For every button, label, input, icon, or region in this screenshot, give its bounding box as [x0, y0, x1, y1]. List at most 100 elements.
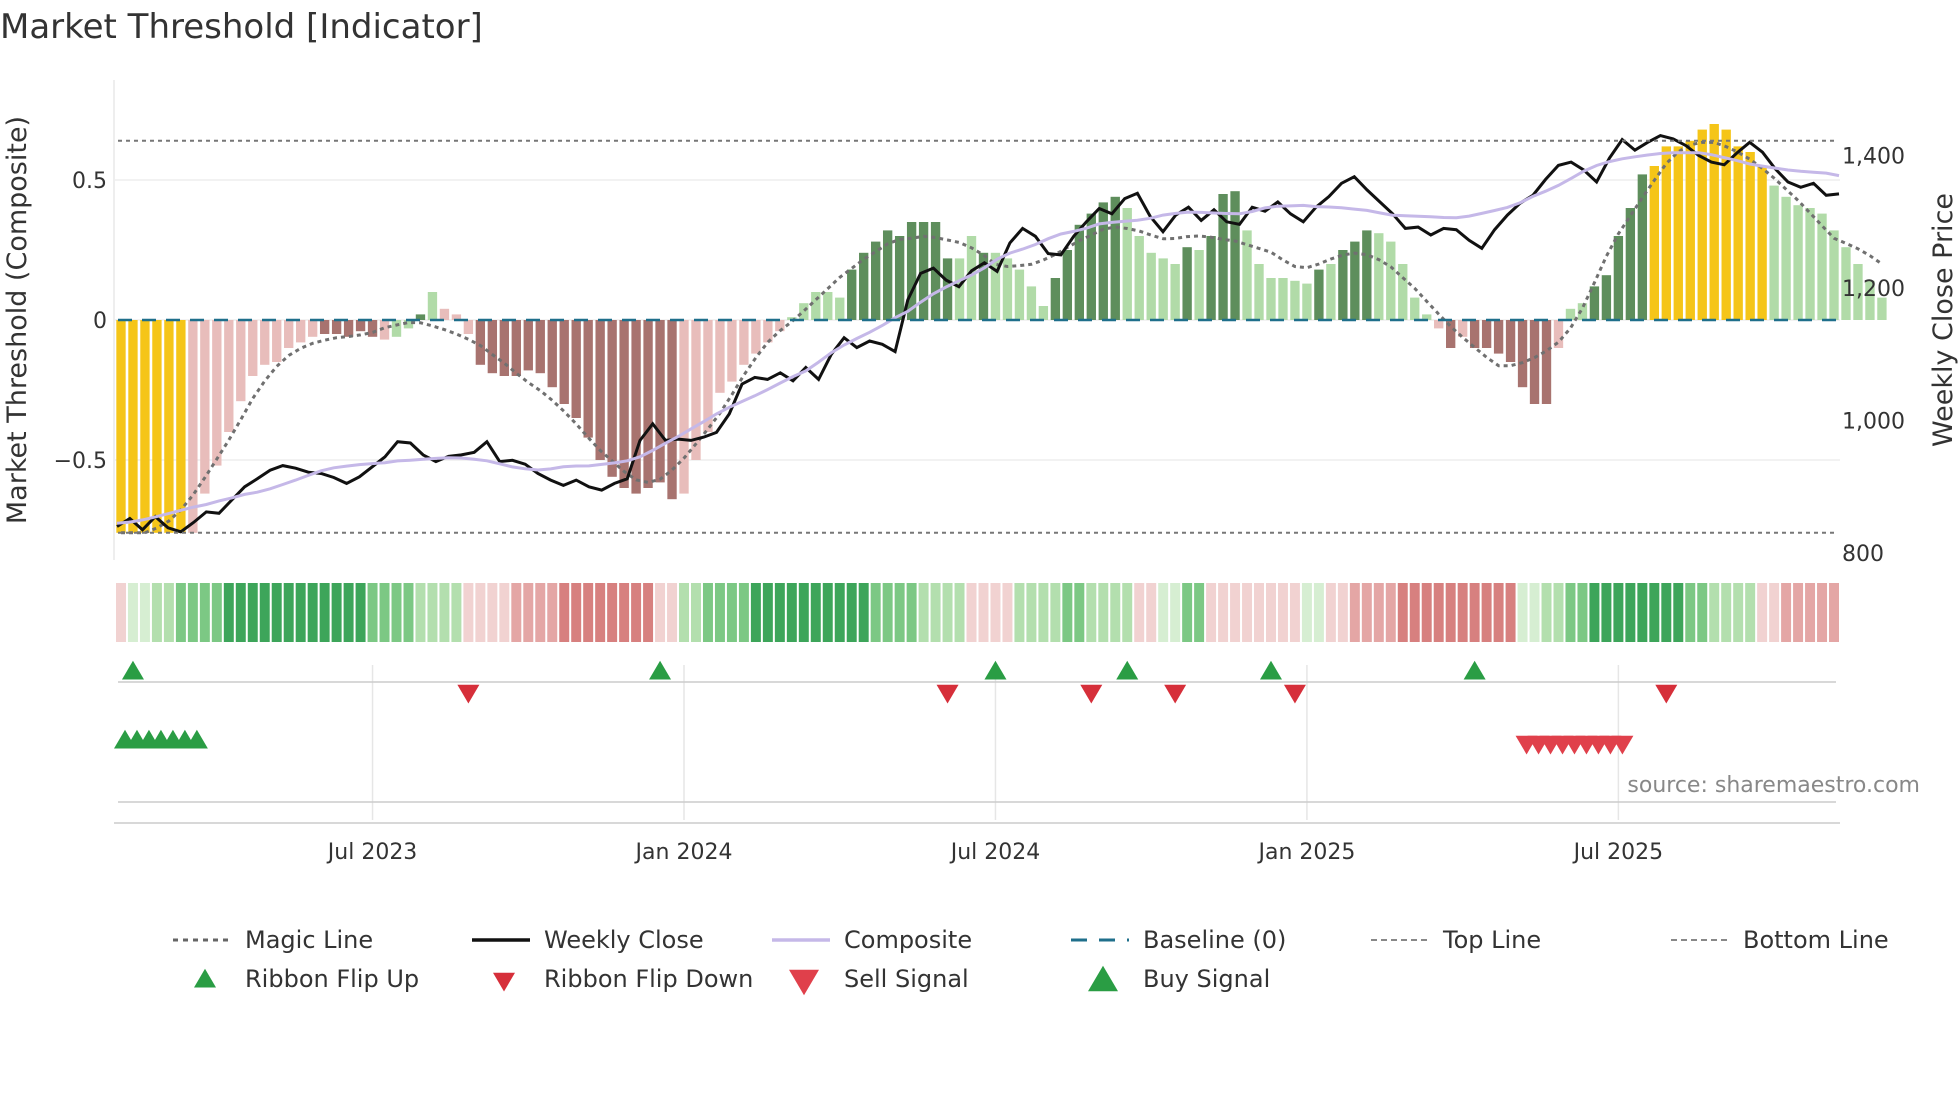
composite-bar [475, 320, 486, 365]
composite-bar [176, 320, 186, 533]
ribbon-cell [990, 583, 1001, 642]
ribbon-cell [1361, 583, 1372, 642]
composite-bar [1362, 230, 1372, 320]
ribbon-cell [1601, 583, 1612, 642]
composite-bar [487, 320, 498, 374]
ribbon-cell [1481, 583, 1492, 642]
legend-item: Ribbon Flip Up [194, 965, 419, 993]
composite-bar [1170, 264, 1180, 320]
composite-bar [547, 320, 557, 388]
composite-bar [1110, 196, 1120, 320]
ribbon-cell [1781, 583, 1792, 642]
composite-bar [763, 320, 773, 343]
ribbon-cell [235, 583, 246, 642]
legend: Magic Line Weekly Close Composite Baseline … [173, 926, 1889, 996]
composite-bar [511, 320, 521, 376]
ribbon-cell [1026, 583, 1037, 642]
composite-bar [1697, 129, 1707, 320]
ribbon-cell [1134, 583, 1145, 642]
composite-bar [164, 320, 174, 533]
right-axis-label: Weekly Close Price [1928, 193, 1959, 447]
right-tick-label: 800 [1842, 542, 1884, 567]
legend-label: Buy Signal [1143, 965, 1270, 993]
composite-bar [1446, 320, 1456, 348]
legend-label: Ribbon Flip Up [245, 965, 419, 993]
composite-bar [1829, 230, 1839, 320]
ribbon-cell [379, 583, 390, 642]
composite-bar [1266, 278, 1276, 320]
ribbon-cell [1769, 583, 1780, 642]
legend-label: Ribbon Flip Down [544, 965, 753, 993]
ribbon-cell [1266, 583, 1276, 642]
ribbon-cell [307, 583, 318, 642]
composite-bar [343, 320, 354, 337]
ribbon-flip-down-marker [457, 684, 480, 704]
composite-bar [1314, 269, 1324, 320]
ribbon-flip-up-marker [984, 660, 1007, 680]
ribbon-strip [116, 583, 1839, 642]
ribbon-cell [187, 583, 198, 642]
composite-bar [1422, 314, 1432, 320]
legend-item: Top Line [1371, 926, 1541, 954]
ribbon-cell [451, 583, 462, 642]
composite-bar [715, 320, 725, 393]
ribbon-cell [331, 583, 342, 642]
composite-bar [882, 230, 893, 320]
composite-bar [990, 252, 1001, 320]
legend-label: Composite [844, 926, 972, 954]
ribbon-cell [1445, 583, 1456, 642]
composite-bar [1194, 250, 1204, 320]
composite-bar [1350, 241, 1360, 320]
magic-line [121, 140, 1883, 535]
legend-label: Weekly Close [544, 926, 704, 954]
ribbon-cell [163, 583, 174, 642]
ribbon-cell [1661, 583, 1672, 642]
ribbon-cell [619, 583, 630, 642]
composite-bar [1398, 264, 1408, 320]
composite-bar [942, 258, 953, 320]
ribbon-flip-up-marker [121, 660, 144, 680]
composite-bar [403, 320, 414, 329]
chart-title: Market Threshold [Indicator] [0, 7, 483, 47]
composite-bar [188, 320, 198, 533]
ribbon-cell [535, 583, 546, 642]
ribbon-cell [463, 583, 474, 642]
composite-bar [296, 320, 306, 343]
x-tick-labels: Jul 2023 Jan 2024 Jul 2024 Jan 2025 Jul 2025 [326, 840, 1663, 865]
signal-markers [114, 729, 1634, 755]
ribbon-cell [1385, 583, 1396, 642]
composite-bar [655, 320, 665, 483]
composite-bar [679, 320, 689, 494]
ribbon-cell [1194, 583, 1205, 642]
composite-bar [1757, 166, 1767, 320]
ribbon-cell [834, 583, 845, 642]
composite-bar [1218, 194, 1228, 320]
ribbon-cell [702, 583, 713, 642]
ribbon-cell [1230, 583, 1241, 642]
ribbon-cell [1146, 583, 1157, 642]
ribbon-cell [846, 583, 857, 642]
composite-bar [1434, 320, 1444, 329]
composite-bar [739, 320, 749, 365]
source-credit: source: sharemaestro.com [1627, 773, 1920, 798]
composite-bar [1625, 208, 1636, 320]
composite-bar [116, 320, 126, 533]
legend-label: Magic Line [245, 926, 373, 954]
x-tick-label: Jul 2023 [326, 840, 418, 865]
ribbon-cell [1793, 583, 1804, 642]
composite-bar [859, 252, 869, 320]
composite-bar [1505, 320, 1516, 362]
composite-bar [607, 320, 617, 477]
composite-bar [703, 320, 713, 432]
ribbon-cell [774, 583, 785, 642]
ribbon-cell [367, 583, 378, 642]
composite-bar [1541, 320, 1552, 404]
reference-lines [118, 139, 1836, 534]
legend-item: Weekly Close [472, 926, 704, 954]
composite-bar [1769, 185, 1779, 320]
right-tick-label: 1,400 [1842, 145, 1905, 170]
x-tick-label: Jan 2024 [634, 840, 733, 865]
composite-bar [751, 320, 761, 354]
legend-label: Sell Signal [844, 965, 969, 993]
legend-label: Baseline (0) [1143, 926, 1286, 954]
